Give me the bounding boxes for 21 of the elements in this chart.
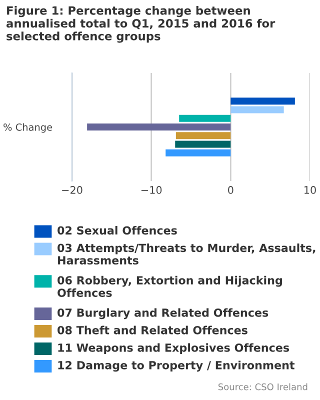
legend-label: 12 Damage to Property / Environment (58, 360, 295, 372)
legend-label: 08 Theft and Related Offences (58, 326, 248, 334)
bar (176, 132, 231, 140)
bar (179, 114, 231, 122)
legend-label: 03 Attempts/Threats to Murder, Assaults, Harassments (58, 244, 316, 265)
x-tick-label: 10 (304, 186, 316, 194)
x-tick-label: −10 (141, 186, 162, 194)
source-note: Source: CSO Ireland (218, 383, 308, 390)
bar (230, 98, 295, 105)
bar (166, 149, 231, 156)
legend-label: 06 Robbery, Extortion and Hijacking Offences (58, 276, 282, 298)
legend-label: 11 Weapons and Explosives Offences (58, 343, 290, 354)
chart-title: Figure 1: Percentage change between annualised total to Q1, 2015 and 2016 for selected offence groups (6, 6, 276, 43)
legend-label: 02 Sexual Offences (58, 226, 177, 235)
y-tick-label: % Change (4, 123, 52, 133)
x-tick-label: −20 (62, 186, 82, 194)
x-tick-label: 0 (228, 186, 234, 194)
bar (230, 106, 284, 114)
bar (175, 140, 231, 148)
bar (87, 123, 231, 131)
legend-label: 07 Burglary and Related Offences (58, 308, 268, 320)
